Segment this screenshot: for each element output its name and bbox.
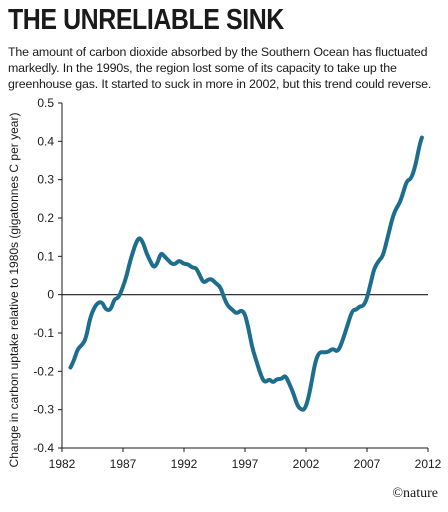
y-tick-label: 0.2 (37, 211, 54, 225)
y-tick-label: -0.1 (33, 326, 54, 340)
y-tick-label: 0 (47, 288, 54, 302)
x-tick-label: 1992 (171, 457, 198, 471)
series-layer (68, 135, 424, 412)
tick-label-layer: 0.5 0.4 0.3 0.2 0.1 0 -0.1 -0.2 -0.3 -0.4 1982 1987… (33, 96, 441, 471)
y-tick-label: -0.2 (33, 364, 54, 378)
x-tick-label: 1997 (232, 457, 259, 471)
y-tick-label: -0.4 (33, 441, 54, 455)
x-tick-label: 2002 (293, 457, 320, 471)
y-tick-label: -0.3 (33, 403, 54, 417)
x-tick-label: 2007 (354, 457, 381, 471)
x-tick-label: 1982 (49, 457, 76, 471)
y-tick-label: 0.5 (37, 96, 54, 110)
x-tick-label: 2012 (415, 457, 442, 471)
y-tick-label: 0.1 (37, 249, 54, 263)
y-axis-label: Change in carbon uptake relative to 1980… (7, 113, 21, 468)
chart-subtitle: The amount of carbon dioxide absorbed by… (8, 45, 432, 91)
y-tick-label: 0.4 (37, 134, 54, 148)
chart-title: THE UNRELIABLE SINK (8, 4, 284, 36)
x-tick-label: 1987 (110, 457, 137, 471)
nature-credit: ©nature (392, 486, 438, 501)
y-tick-label: 0.3 (37, 173, 54, 187)
y-axis-label-group: Change in carbon uptake relative to 1980… (7, 113, 21, 468)
series-line-0 (68, 135, 424, 412)
